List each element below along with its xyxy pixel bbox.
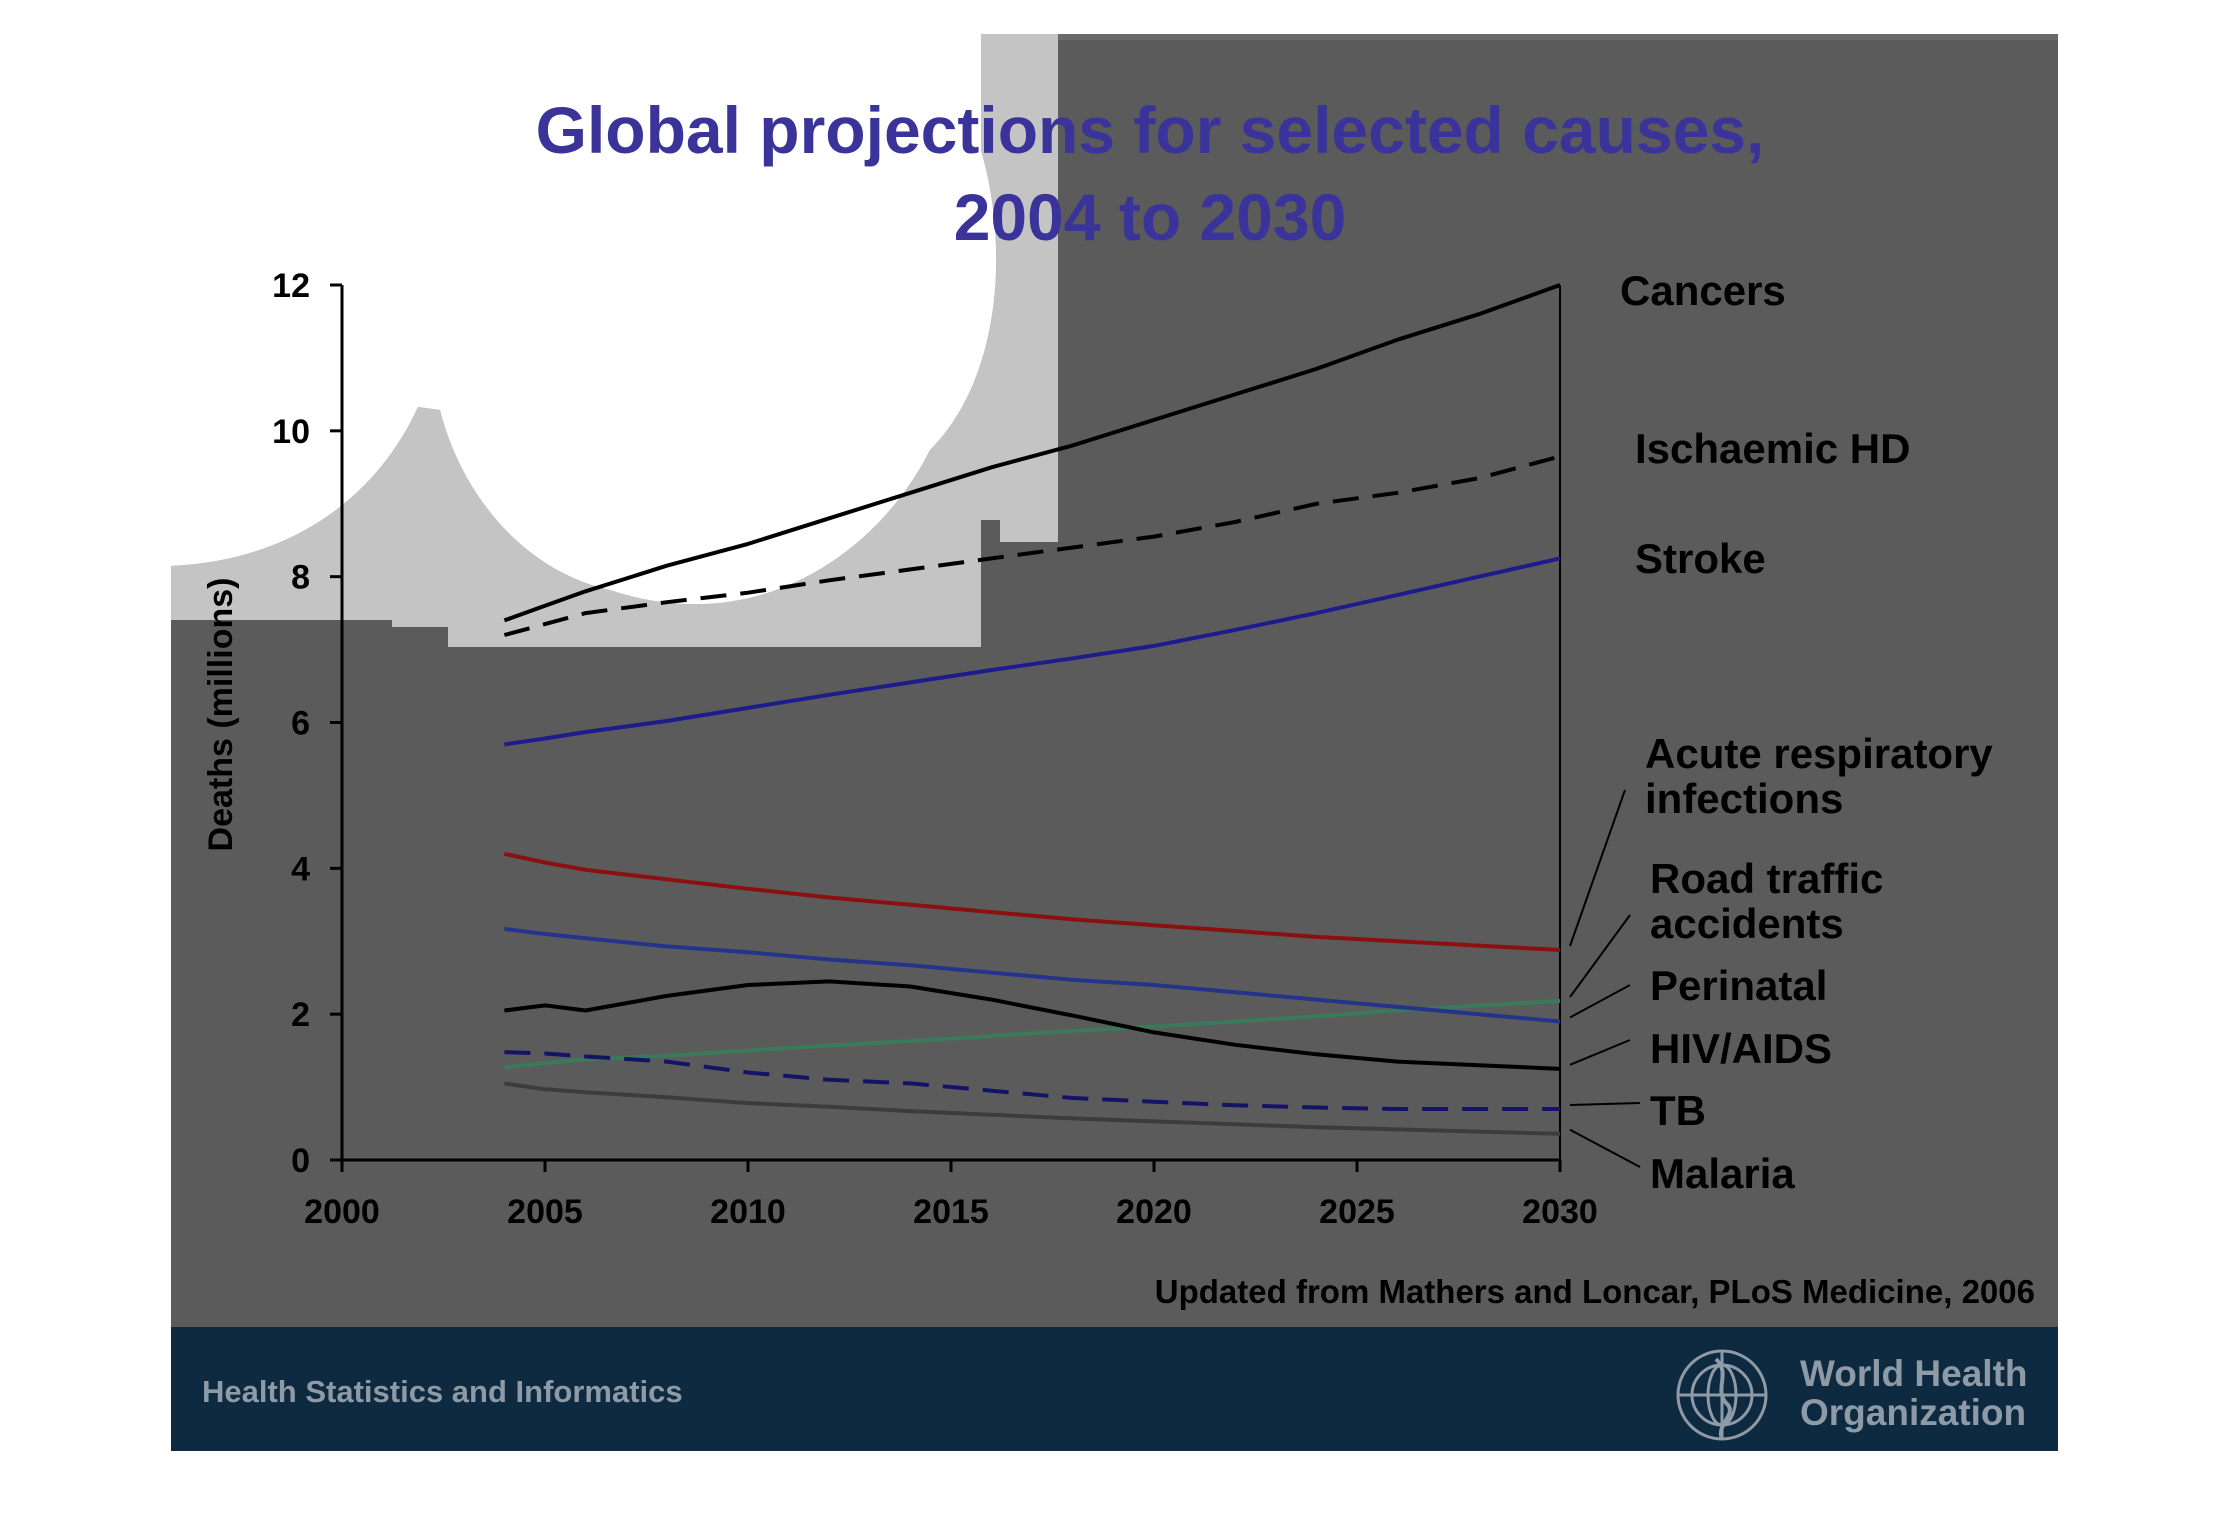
series-label-hiv-aids: HIV/AIDS xyxy=(1650,1025,1832,1072)
leader-line xyxy=(1569,789,1626,947)
series-line-road-traffic-accidents xyxy=(504,999,1561,1070)
leader-line xyxy=(1569,984,1631,1019)
leader-line xyxy=(1569,914,1631,998)
x-tick-label: 2020 xyxy=(1116,1193,1192,1231)
y-tick-label: 12 xyxy=(272,267,310,305)
who-emblem-icon xyxy=(1676,1349,1768,1441)
line-chart: 0 2 4 6 8 10 12 2000 2005 2010 2015 2020 2025 2030 Dea… xyxy=(202,267,1993,1231)
y-tick-label: 10 xyxy=(272,413,310,451)
y-tick-label: 8 xyxy=(291,559,310,597)
series-label-malaria: Malaria xyxy=(1650,1150,1795,1197)
series-label-road-traffic-accidents: Road traffic xyxy=(1650,855,1883,902)
footer-bar xyxy=(171,1327,2058,1451)
x-tick-label: 2015 xyxy=(913,1193,989,1231)
x-tick-label: 2010 xyxy=(710,1193,786,1231)
decorative-shapes xyxy=(171,34,2058,647)
series-label-stroke: Stroke xyxy=(1635,535,1766,582)
series-line-tb xyxy=(504,1050,1560,1111)
x-tick-label: 2030 xyxy=(1522,1193,1598,1231)
source-note: Updated from Mathers and Loncar, PLoS Me… xyxy=(1155,1273,2035,1310)
y-tick-label: 6 xyxy=(291,705,310,743)
x-tick-label: 2025 xyxy=(1319,1193,1395,1231)
series-label-ischaemic-hd: Ischaemic HD xyxy=(1635,425,1910,472)
series-line-hiv-aids xyxy=(504,979,1561,1071)
series-label-acute-respiratory-infections: infections xyxy=(1645,775,1843,822)
y-tick-label: 0 xyxy=(291,1142,310,1180)
series-label-tb: TB xyxy=(1650,1087,1706,1134)
series-line-cancers xyxy=(503,283,1561,623)
chart-title-line1: Global projections for selected causes, xyxy=(536,93,1765,167)
series-line-stroke xyxy=(504,556,1561,747)
footer-org-line2: Organization xyxy=(1800,1392,2026,1433)
leader-line xyxy=(1569,1102,1641,1106)
series-line-acute-respiratory-infections xyxy=(503,851,1561,952)
series-label-cancers: Cancers xyxy=(1620,267,1786,314)
series-label-road-traffic-accidents: accidents xyxy=(1650,900,1844,947)
footer-org-line1: World Health xyxy=(1800,1353,2028,1394)
series-label-perinatal: Perinatal xyxy=(1650,962,1827,1009)
y-tick-label: 2 xyxy=(291,996,310,1034)
leader-line xyxy=(1569,1039,1631,1066)
x-tick-label: 2000 xyxy=(304,1193,380,1231)
y-tick-label: 4 xyxy=(291,850,310,888)
x-tick-label: 2005 xyxy=(507,1193,583,1231)
series-line-ischaemic-hd xyxy=(503,454,1561,637)
series-line-malaria xyxy=(504,1081,1561,1136)
footer-left-text: Health Statistics and Informatics xyxy=(202,1374,683,1409)
series-line-perinatal xyxy=(504,926,1561,1024)
chart-title-line2: 2004 to 2030 xyxy=(954,180,1347,254)
leader-line xyxy=(1569,1128,1641,1168)
y-axis-label: Deaths (millions) xyxy=(202,578,240,852)
series-label-acute-respiratory-infections: Acute respiratory xyxy=(1645,730,1993,777)
